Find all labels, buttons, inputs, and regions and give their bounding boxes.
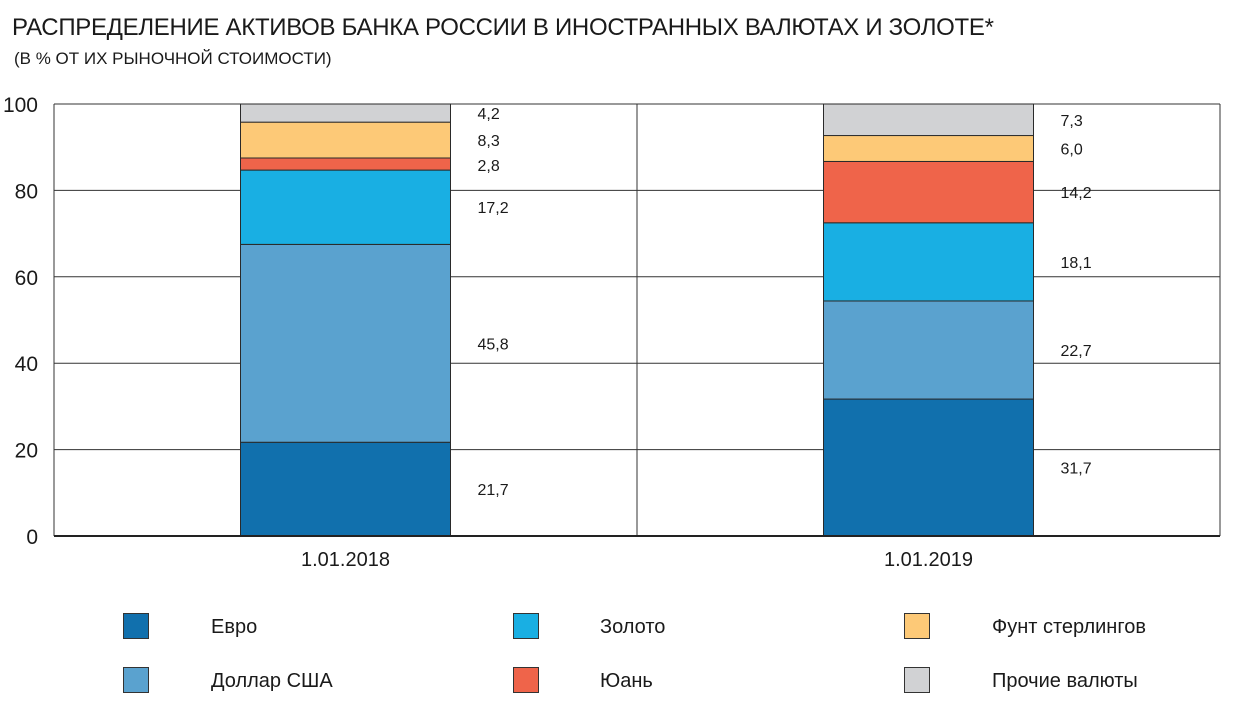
- stacked-bar-chart: 0 20 40 60 80 100 21,7 45,8 17,2 2,8 8,3 4,2 1.01.20…: [3, 94, 1221, 571]
- legend-label-gold: Золото: [600, 616, 666, 638]
- bar-segment: [240, 103, 451, 123]
- data-label: 18,1: [1061, 255, 1092, 272]
- bar-segment: [240, 169, 451, 245]
- chart-subtitle: (В % ОТ ИХ РЫНОЧНОЙ СТОИМОСТИ): [14, 49, 332, 68]
- data-label: 14,2: [1061, 185, 1092, 202]
- y-tick-label: 100: [3, 94, 38, 117]
- bar-segment: [240, 157, 451, 171]
- data-label: 7,3: [1061, 113, 1083, 130]
- chart-title: РАСПРЕДЕЛЕНИЕ АКТИВОВ БАНКА РОССИИ В ИНО…: [12, 14, 994, 41]
- bar-segment: [240, 121, 451, 159]
- bar-segment: [823, 135, 1034, 162]
- bar-segment: [240, 441, 451, 537]
- y-tick-label: 0: [26, 526, 38, 549]
- legend-swatch-gbp: [904, 613, 930, 639]
- bar-segment: [823, 300, 1034, 400]
- data-label: 45,8: [478, 336, 509, 353]
- data-label: 31,7: [1061, 461, 1092, 478]
- bar-segment: [240, 243, 451, 443]
- y-tick-label: 80: [15, 180, 38, 203]
- data-label: 21,7: [478, 482, 509, 499]
- data-label: 6,0: [1061, 141, 1083, 158]
- legend-label-gbp: Фунт стерлингов: [992, 616, 1146, 638]
- y-tick-label: 20: [15, 440, 38, 463]
- bar-segment: [823, 103, 1034, 137]
- data-label: 22,7: [1061, 343, 1092, 360]
- x-tick-label: 1.01.2018: [301, 549, 390, 571]
- data-label: 2,8: [478, 158, 500, 175]
- data-label: 4,2: [478, 106, 500, 123]
- legend-label-other: Прочие валюты: [992, 670, 1138, 692]
- legend-label-euro: Евро: [211, 616, 258, 638]
- x-tick-label: 1.01.2019: [884, 549, 973, 571]
- data-label: 8,3: [478, 133, 500, 150]
- legend-swatch-euro: [123, 613, 149, 639]
- y-tick-label: 40: [15, 353, 38, 376]
- y-tick-label: 60: [15, 267, 38, 290]
- legend-label-yuan: Юань: [600, 670, 653, 692]
- bar-segment: [823, 222, 1034, 302]
- legend-swatch-usd: [123, 667, 149, 693]
- legend-swatch-gold: [513, 613, 539, 639]
- legend-label-usd: Доллар США: [211, 670, 333, 692]
- bar-segment: [823, 398, 1034, 537]
- data-label: 17,2: [478, 200, 509, 217]
- bar-segment: [823, 160, 1034, 224]
- legend-swatch-other: [904, 667, 930, 693]
- legend-swatch-yuan: [513, 667, 539, 693]
